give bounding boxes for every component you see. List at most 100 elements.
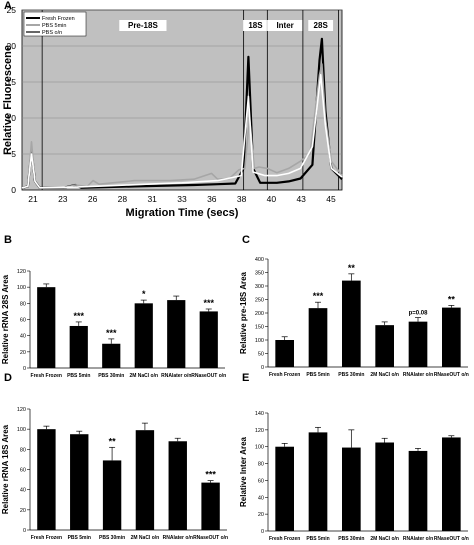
y-tick-label: 0 [11, 185, 16, 195]
y-tick-label: 80 [20, 301, 26, 307]
y-tick-label: 25 [7, 5, 17, 15]
bar [69, 325, 88, 368]
y-tick-label: 100 [255, 445, 264, 451]
x-category-label: Fresh Frozen [31, 535, 62, 541]
y-tick-label: 40 [258, 495, 264, 501]
bar [37, 287, 56, 368]
y-tick-label: 60 [20, 468, 26, 474]
x-tick-label: 43 [296, 194, 306, 204]
x-category-label: PBS 5min [67, 373, 90, 379]
x-tick-label: 21 [28, 194, 38, 204]
significance-label: * [142, 289, 146, 299]
bar [442, 437, 461, 531]
y-tick-label: 60 [258, 478, 264, 484]
legend-entry: Fresh Frozen [42, 16, 75, 22]
x-tick-label: 23 [58, 194, 68, 204]
y-tick-label: 100 [255, 338, 264, 344]
x-axis-label: Migration Time (secs) [126, 207, 239, 219]
significance-label: *** [73, 311, 84, 321]
x-category-label: PBS 30min [98, 373, 124, 379]
x-category-label: RNAlater o/n [403, 372, 433, 378]
panel-d-chart: D 0 20 40 60 80 100 120 Fresh Frozen PBS 5min ** PB… [1, 372, 228, 541]
bar [167, 300, 186, 368]
bar [408, 321, 428, 367]
significance-label: *** [106, 328, 117, 338]
x-category-label: PBS 5min [68, 535, 91, 541]
panel-b-chart: B 0 20 40 60 80 100 120 Fresh Frozen *** PBS 5min *… [1, 234, 226, 379]
x-tick-label: 40 [267, 194, 277, 204]
bar [134, 303, 153, 368]
y-tick-label: 20 [258, 512, 264, 518]
region-label-box [243, 20, 268, 31]
bar [102, 460, 122, 530]
x-tick-label: 28 [118, 194, 128, 204]
bar [135, 430, 155, 530]
panel-a-chart: A 0 5 10 15 20 25 21 23 26 28 31 33 36 38 40 43 45 Pre-18S… [2, 0, 343, 219]
y-tick-label: 150 [255, 325, 264, 331]
y-tick-label: 400 [255, 257, 264, 263]
y-tick-label: 60 [20, 318, 26, 324]
x-tick-label: 45 [326, 194, 336, 204]
y-tick-label: 40 [20, 488, 26, 494]
bar [199, 311, 218, 368]
bar [408, 450, 428, 531]
x-category-label: Fresh Frozen [269, 372, 300, 378]
region-label-box [119, 20, 167, 31]
bar [201, 482, 220, 530]
region-label-box [267, 20, 304, 31]
region-label: Pre-18S [128, 21, 158, 30]
x-category-label: 2M NaCl o/n [370, 536, 399, 542]
y-tick-label: 200 [255, 311, 264, 317]
bar [308, 308, 328, 367]
x-tick-label: 26 [88, 194, 98, 204]
legend-entry: PBS o/n [42, 30, 62, 36]
x-category-label: RNaseOUT o/n [434, 536, 469, 542]
x-category-label: RNaseOUT o/n [191, 373, 226, 379]
x-category-label: PBS 30min [99, 535, 125, 541]
panel-e-chart: E 0 20 40 60 80 100 120 140 Fresh Frozen PBS 5min P… [239, 372, 469, 542]
y-tick-label: 250 [255, 298, 264, 304]
x-category-label: PBS 30min [338, 536, 364, 542]
x-tick-label: 31 [147, 194, 157, 204]
y-axis-label: Relative rRNA 28S Area [1, 274, 10, 364]
region-label: 28S [314, 21, 329, 30]
x-category-label: PBS 30min [338, 372, 364, 378]
bar [308, 432, 328, 531]
significance-label: *** [313, 291, 324, 301]
region-label-box [308, 20, 334, 31]
bar [168, 441, 187, 530]
significance-label: *** [205, 470, 216, 480]
significance-label: *** [203, 298, 214, 308]
y-tick-label: 300 [255, 284, 264, 290]
bar [275, 340, 294, 367]
significance-label: ** [448, 294, 456, 304]
x-category-label: 2M NaCl o/n [370, 372, 399, 378]
y-tick-label: 100 [17, 285, 26, 291]
y-axis-label: Relative Inter Area [239, 436, 248, 507]
x-tick-label: 38 [237, 194, 247, 204]
region-label: 18S [248, 21, 263, 30]
significance-label: ** [109, 436, 117, 446]
y-tick-label: 0 [261, 529, 264, 535]
region-label: Inter [276, 21, 293, 30]
bar [342, 280, 361, 367]
y-tick-label: 20 [7, 41, 17, 51]
panel-label: C [242, 234, 250, 246]
bar [275, 446, 294, 531]
x-category-label: RNAlater o/n [403, 536, 433, 542]
x-tick-label: 36 [207, 194, 217, 204]
significance-label: ** [348, 263, 356, 273]
x-category-label: PBS 5min [306, 372, 329, 378]
bar [442, 307, 461, 367]
x-category-label: 2M NaCl o/n [131, 535, 160, 541]
x-category-label: Fresh Frozen [31, 373, 62, 379]
legend-entry: PBS 5min [42, 23, 66, 29]
y-tick-label: 15 [7, 77, 17, 87]
panel-label: B [4, 234, 12, 246]
panel-label: D [4, 372, 12, 384]
y-tick-label: 120 [17, 269, 26, 275]
y-tick-label: 120 [255, 428, 264, 434]
